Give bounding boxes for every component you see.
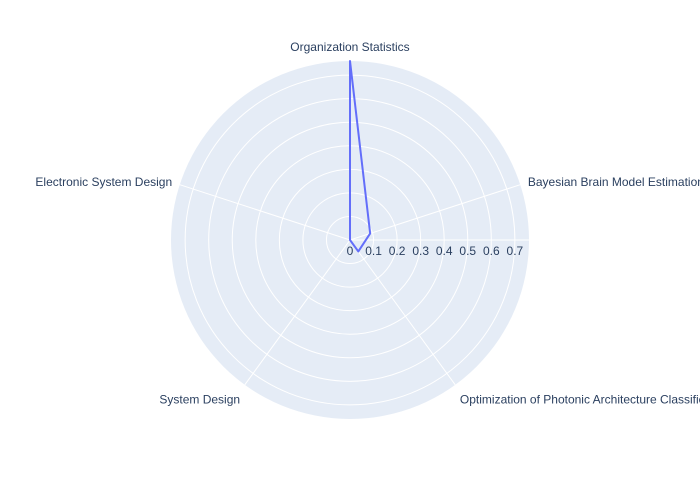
radial-tick-label-7: 0.7 [507, 244, 524, 258]
radial-tick-label-2: 0.2 [389, 244, 406, 258]
radial-tick-label-5: 0.5 [459, 244, 476, 258]
category-label-2: Optimization of Photonic Architecture Cl… [460, 392, 700, 406]
category-label-1: Bayesian Brain Model Estimation [528, 175, 700, 189]
radial-tick-label-4: 0.4 [436, 244, 453, 258]
radial-tick-label-3: 0.3 [412, 244, 429, 258]
spoke-1 [349, 184, 521, 241]
radial-tick-labels: 0 0.1 0.2 0.3 0.4 0.5 0.6 0.7 [347, 244, 524, 258]
radial-tick-label-6: 0.6 [483, 244, 500, 258]
radial-tick-label-1: 0.1 [365, 244, 382, 258]
spoke-3 [244, 239, 351, 386]
category-label-4: Electronic System Design [35, 175, 172, 189]
series-0-point-1 [369, 232, 371, 234]
spoke-2 [349, 239, 456, 386]
radial-tick-label-0: 0 [347, 244, 354, 258]
series-layer [349, 60, 372, 253]
category-label-3: System Design [159, 392, 240, 406]
category-labels: Organization Statistics Bayesian Brain Mo… [35, 40, 700, 406]
category-label-0: Organization Statistics [290, 40, 409, 54]
spoke-4 [179, 184, 351, 241]
series-0-point-2 [357, 250, 359, 252]
series-0-point-0 [349, 60, 351, 62]
series-0-point-4 [349, 239, 351, 241]
